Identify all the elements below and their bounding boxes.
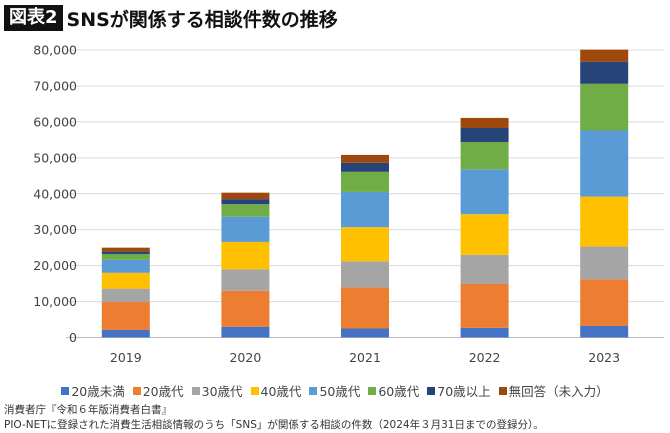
bar-segment	[341, 154, 389, 163]
bar-segment	[341, 171, 389, 192]
y-tick-label: 50,000	[33, 150, 77, 165]
bar-segment	[221, 199, 270, 205]
bar-segment	[101, 251, 150, 255]
bar-segment	[221, 290, 270, 327]
legend-swatch	[368, 386, 377, 395]
y-tick-label: 10,000	[33, 294, 77, 309]
bar-segment	[341, 191, 389, 228]
bar-segment	[101, 247, 150, 252]
legend-label: 20歳未満	[71, 384, 125, 399]
y-tick-label: 60,000	[33, 114, 77, 129]
bar-segment	[101, 329, 150, 338]
bar-segment	[580, 196, 629, 247]
legend-label: 40歳代	[260, 384, 302, 399]
legend-label: 50歳代	[319, 384, 361, 399]
bar-segment	[460, 117, 509, 128]
legend-item: 20歳代	[132, 381, 184, 400]
bar-segment	[221, 269, 270, 291]
x-tick-label: 2019	[110, 350, 142, 365]
legend-label: 30歳代	[201, 384, 243, 399]
bar-segment	[580, 61, 629, 84]
y-tick-label: 40,000	[33, 186, 77, 201]
legend-item: 40歳代	[250, 381, 302, 400]
y-tick-label: 0	[69, 330, 77, 345]
bar-segment	[460, 327, 509, 338]
bar-segment	[580, 326, 629, 338]
legend-label: 無回答（未入力）	[508, 384, 609, 399]
legend-label: 60歳代	[378, 384, 420, 399]
bar-segment	[101, 301, 150, 330]
legend-item: 50歳代	[309, 381, 360, 400]
bar-segment	[221, 192, 270, 200]
y-tick-label: 70,000	[33, 78, 77, 93]
bar-segment	[580, 279, 629, 326]
legend-item: 30歳代	[191, 381, 243, 400]
legend-item: 60歳代	[368, 381, 419, 400]
bar-segment	[460, 127, 509, 142]
title-text: SNSが関係する相談件数の推移	[66, 8, 338, 31]
figure-badge: 図表2	[4, 5, 63, 31]
bar-segment	[221, 204, 270, 217]
bar-segment	[341, 261, 389, 288]
bar-segment	[460, 254, 509, 284]
bar-segment	[101, 272, 150, 289]
bar-segment	[341, 287, 389, 329]
legend-swatch	[309, 386, 318, 395]
bar-segment	[580, 83, 629, 131]
legend-item: 無回答（未入力）	[498, 381, 609, 400]
bar-segment	[101, 259, 150, 273]
y-tick-label: 30,000	[33, 222, 77, 237]
y-tick-label: 80,000	[33, 43, 77, 58]
legend-swatch	[61, 386, 70, 395]
legend-swatch	[132, 386, 141, 395]
bar-segment	[460, 214, 509, 255]
bar-segment	[580, 49, 629, 62]
legend-swatch	[427, 386, 436, 395]
x-tick-label: 2020	[229, 350, 261, 365]
legend-swatch	[498, 386, 507, 395]
bar-segment	[341, 227, 389, 262]
legend-item: 70歳以上	[427, 381, 491, 400]
x-tick-label: 2022	[469, 350, 501, 365]
bar-segment	[221, 241, 270, 270]
legend-swatch	[191, 386, 200, 395]
chart-title: 図表2 SNSが関係する相談件数の推移	[4, 4, 338, 32]
bar-segment	[221, 326, 270, 338]
bar-segment	[101, 254, 150, 260]
bar-segment	[460, 169, 509, 215]
bar-segment	[101, 288, 150, 302]
x-tick-label: 2021	[349, 350, 381, 365]
bar-segment	[341, 162, 389, 172]
stacked-bar-chart: 0 10,000 20,000 30,000 40,000 50,000 60,000 70,…	[33, 43, 664, 365]
legend-label: 70歳以上	[437, 384, 491, 399]
source-line-2: PIO-NETに登録された消費生活相談情報のうち「SNS」が関係する相談の件数（…	[4, 419, 544, 431]
bar-segment	[221, 216, 270, 242]
bar-segment	[580, 246, 629, 280]
source-line-1: 消費者庁『令和６年版消費者白書』	[4, 404, 172, 416]
legend-item: 20歳未満	[61, 381, 125, 400]
bar-segment	[460, 283, 509, 328]
legend: 20歳未満 20歳代 30歳代 40歳代 50歳代 60歳代 70歳以上 無回答（未入力）	[0, 381, 670, 400]
x-tick-label: 2023	[588, 350, 620, 365]
legend-swatch	[250, 386, 259, 395]
bar-segment	[460, 142, 509, 170]
y-tick-label: 20,000	[33, 258, 77, 273]
bar-segment	[580, 130, 629, 197]
legend-label: 20歳代	[142, 384, 184, 399]
bar-segment	[341, 328, 389, 338]
